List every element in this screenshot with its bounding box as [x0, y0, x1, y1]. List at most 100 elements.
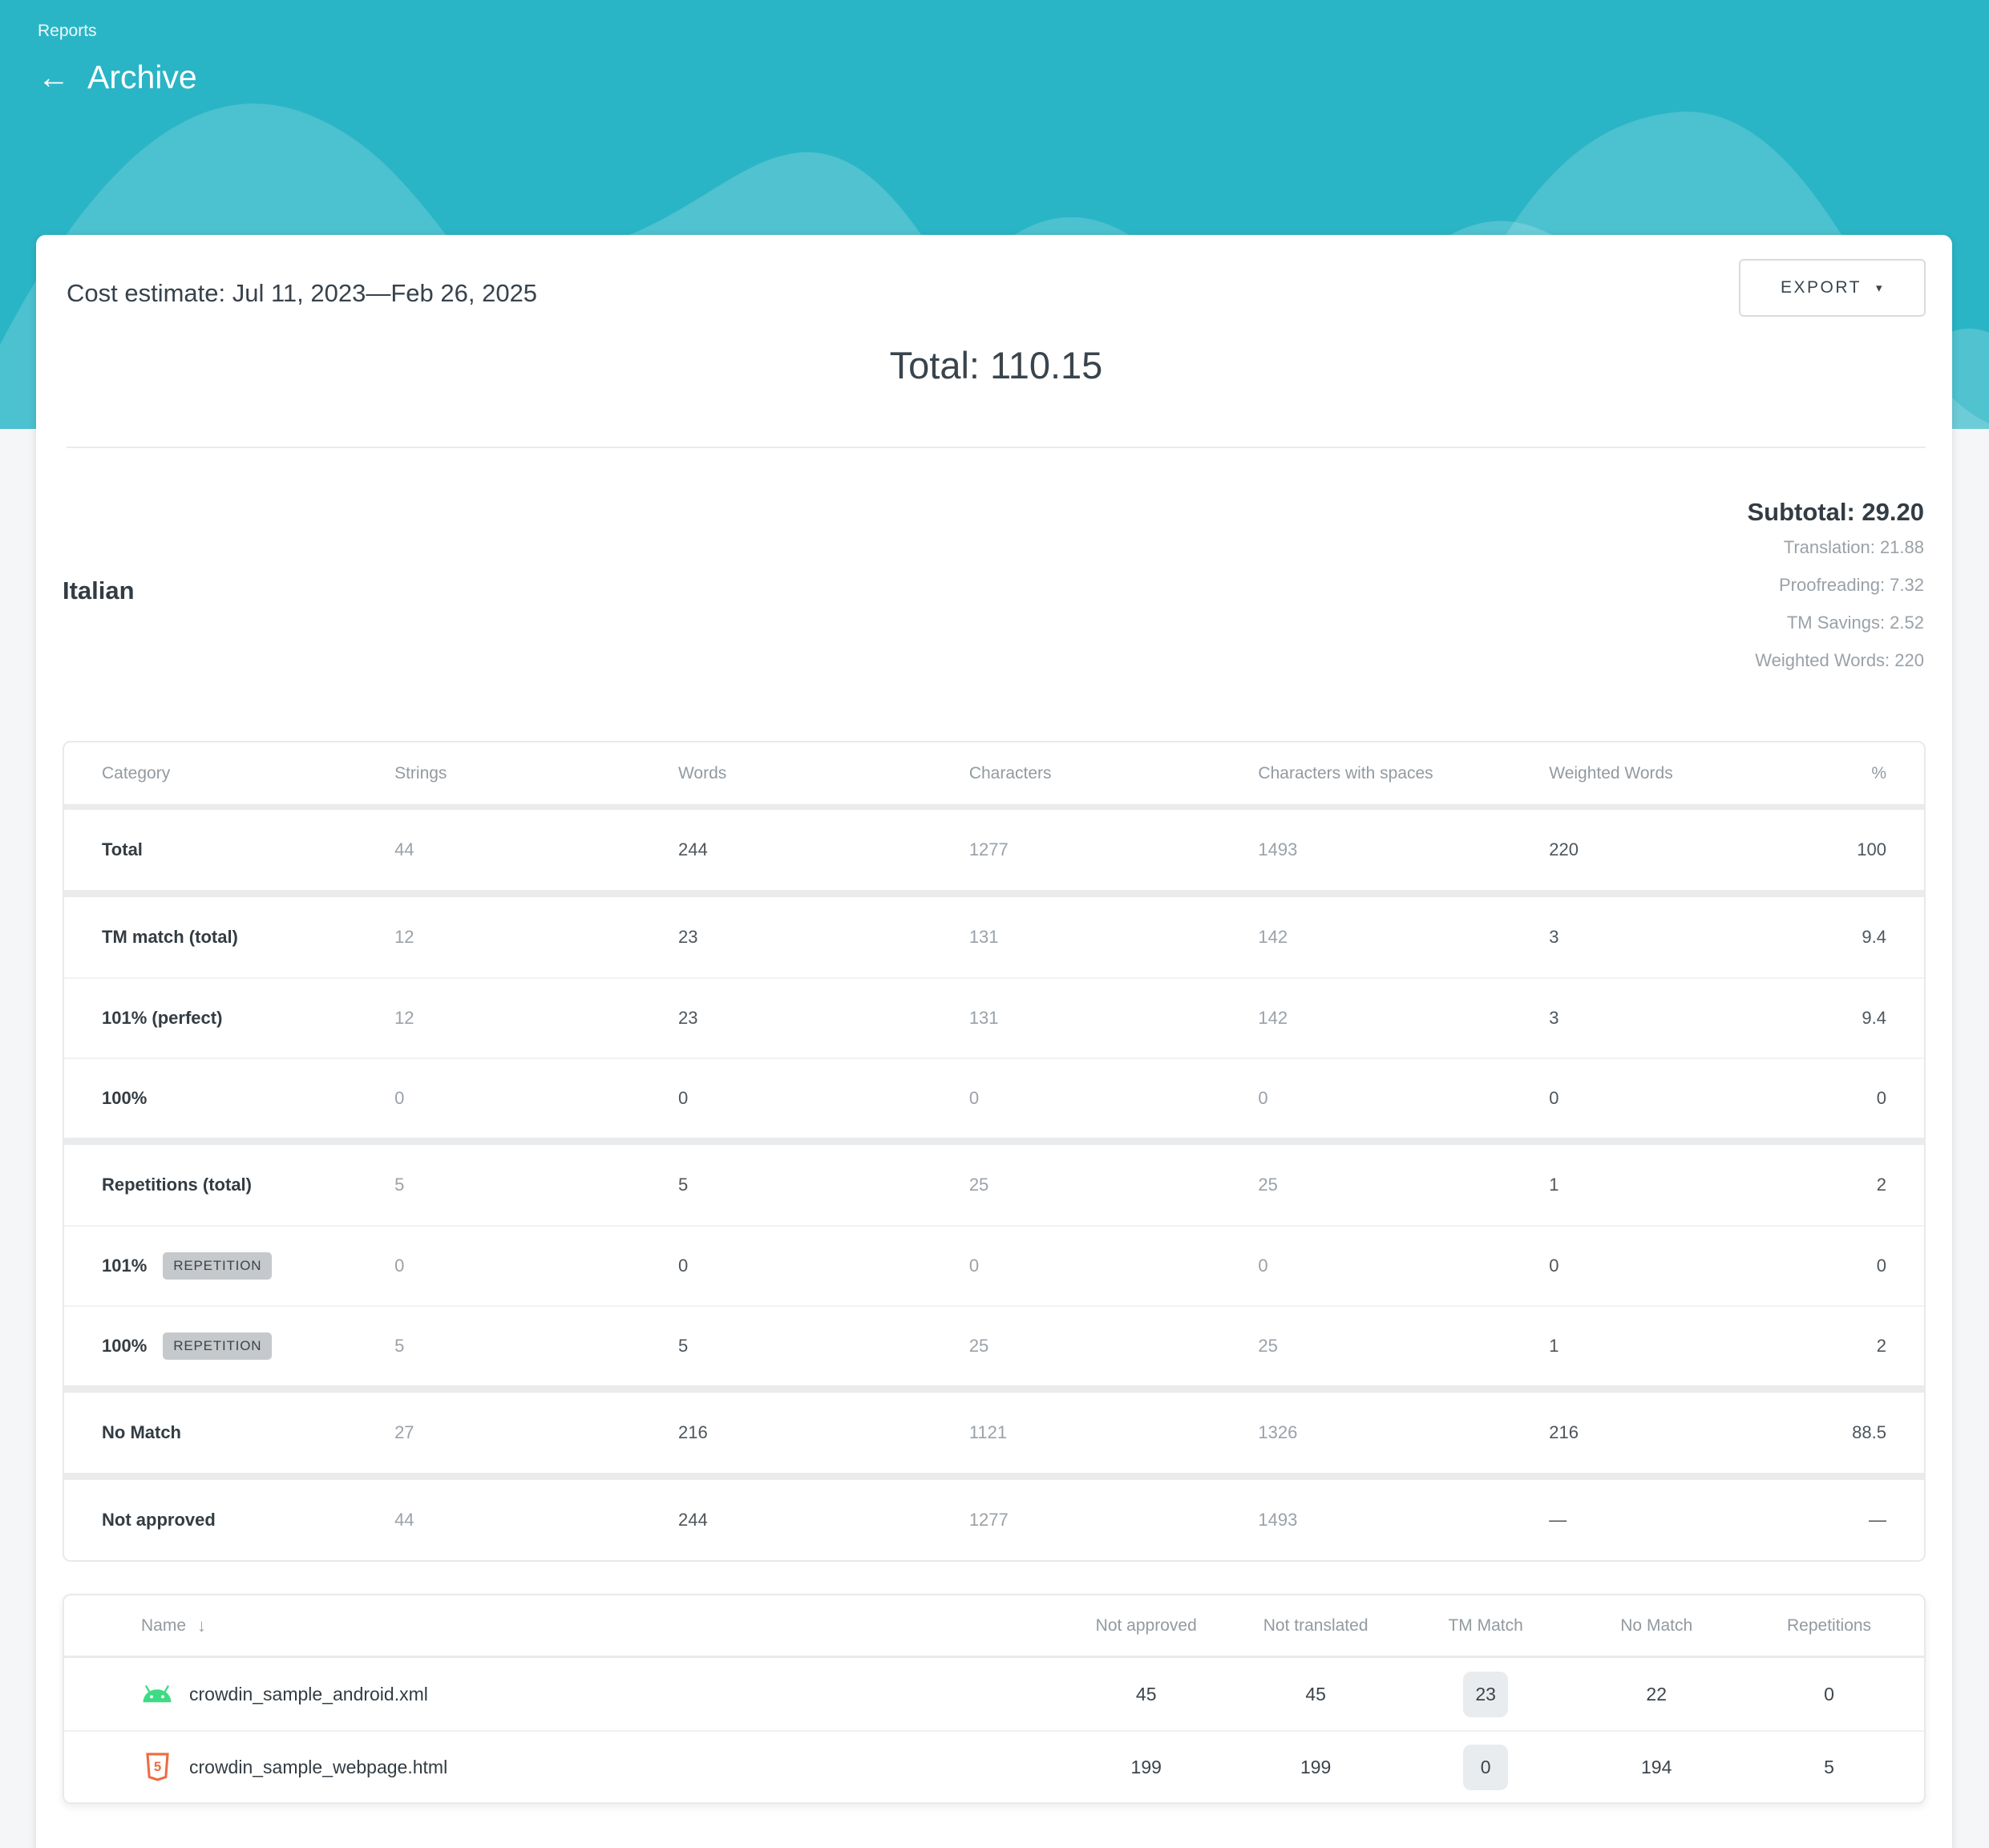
file-row: 5 crowdin_sample_webpage.html 199 199 0 194 5: [64, 1730, 1924, 1802]
language-name: Italian: [63, 576, 135, 605]
cost-value: 1: [1549, 1175, 1559, 1195]
cost-table-column-header: Characters with spaces: [1258, 763, 1433, 782]
file-stat-value: 23: [1401, 1671, 1571, 1717]
cost-value: 23: [677, 1008, 698, 1028]
cost-value: 1326: [1258, 1422, 1298, 1442]
chevron-down-icon: ▾: [1875, 281, 1884, 295]
export-button-label: EXPORT: [1781, 278, 1862, 297]
cost-value: 3: [1549, 1008, 1559, 1028]
cost-value: 100: [1857, 839, 1886, 859]
category-label: Repetitions (total): [102, 1175, 252, 1195]
cost-value: 25: [968, 1175, 989, 1195]
name-header-label: Name: [141, 1615, 187, 1635]
divider: [67, 447, 1926, 448]
cost-value: 0: [677, 1256, 689, 1276]
cost-value: 0: [1549, 1088, 1559, 1108]
cost-table-column-header: Weighted Words: [1549, 763, 1673, 782]
report-card: Cost estimate: Jul 11, 2023—Feb 26, 2025…: [36, 235, 1952, 1848]
html-file-icon: 5: [141, 1752, 173, 1782]
category-label: 100%: [102, 1336, 148, 1356]
cost-value: 0: [1876, 1088, 1886, 1108]
repetition-badge: REPETITION: [163, 1252, 273, 1280]
cost-value: 27: [394, 1422, 414, 1442]
cost-table-row: 100% 0 0 0 0 0 0: [64, 1057, 1924, 1138]
cost-value: 88.5: [1852, 1422, 1886, 1442]
files-column-header: Not approved: [1095, 1615, 1197, 1635]
cost-table-row: Repetitions (total) 5 5 25 25 1 2: [64, 1145, 1924, 1225]
cost-table-row: Not approved 44 244 1277 1493 — —: [64, 1480, 1924, 1560]
cost-value: 0: [1549, 1256, 1559, 1276]
cost-value: 1121: [968, 1422, 1008, 1442]
translation-detail: Translation: 21.88: [1783, 537, 1924, 557]
file-name-label: crowdin_sample_webpage.html: [189, 1756, 448, 1777]
sort-desc-icon: ↓: [197, 1615, 207, 1636]
file-stat-value: 199: [1130, 1756, 1162, 1777]
file-stat-value: 5: [1824, 1756, 1834, 1777]
cost-value: 5: [677, 1175, 689, 1195]
cost-value: 0: [677, 1088, 689, 1108]
files-column-header: Repetitions: [1786, 1615, 1872, 1635]
cost-table-row: 100% REPETITION 5 5 25 25 1 2: [64, 1305, 1924, 1385]
cost-value: 0: [968, 1256, 980, 1276]
cost-value: 12: [394, 927, 414, 947]
repetition-badge: REPETITION: [163, 1332, 273, 1360]
file-stat-value: 0: [1401, 1744, 1571, 1790]
cost-value: 216: [677, 1422, 708, 1442]
cost-table: Category Strings Words Characters Characters…: [63, 741, 1926, 1562]
category-label: Total: [102, 839, 143, 859]
cost-table-head: Category Strings Words Characters Characters…: [64, 742, 1924, 810]
export-button[interactable]: EXPORT ▾: [1739, 259, 1926, 317]
file-stat-value: 199: [1300, 1756, 1332, 1777]
cost-value: 1277: [968, 1510, 1009, 1530]
page-title: Archive: [87, 59, 197, 95]
html5-icon: 5: [145, 1752, 169, 1781]
category-label: 101%: [102, 1256, 148, 1276]
cost-value: 25: [968, 1336, 989, 1356]
file-name[interactable]: 5 crowdin_sample_webpage.html: [141, 1752, 1061, 1782]
cost-value: 5: [394, 1175, 405, 1195]
svg-text:5: 5: [153, 1759, 160, 1774]
files-column-header: No Match: [1620, 1615, 1693, 1635]
group-separator: [64, 890, 1924, 897]
file-stat-value: 22: [1646, 1683, 1667, 1704]
cost-value: 0: [1258, 1256, 1268, 1276]
cost-value: 0: [968, 1088, 980, 1108]
cost-value: 216: [1549, 1422, 1579, 1442]
cost-value: 0: [1876, 1256, 1886, 1276]
cost-value: 1493: [1258, 839, 1298, 859]
cost-value: 2: [1876, 1175, 1886, 1195]
file-stat-value: 45: [1135, 1683, 1157, 1704]
cost-table-column-header: Category: [102, 763, 171, 782]
tm-savings-detail: TM Savings: 2.52: [1786, 613, 1924, 633]
group-separator: [64, 1138, 1924, 1145]
cost-value: 244: [677, 1510, 708, 1530]
cost-value: 142: [1258, 1008, 1288, 1028]
files-column-header: Not translated: [1263, 1615, 1368, 1635]
category-label: 101% (perfect): [102, 1008, 223, 1028]
files-table: Name ↓ Not approved Not translated TM Match N…: [63, 1594, 1926, 1804]
group-separator: [64, 1473, 1924, 1480]
breadcrumb[interactable]: Reports: [38, 22, 97, 40]
cost-value: 0: [394, 1256, 405, 1276]
subtotal-value: Subtotal: 29.20: [1747, 498, 1925, 526]
cost-value: 220: [1549, 839, 1579, 859]
cost-value: —: [1869, 1510, 1886, 1530]
cost-value: 131: [968, 1008, 999, 1028]
cost-value: 142: [1258, 927, 1288, 947]
cost-table-column-header: Strings: [394, 763, 447, 782]
file-name-label: crowdin_sample_android.xml: [189, 1683, 428, 1704]
files-column-header-name[interactable]: Name ↓: [141, 1615, 1061, 1636]
back-arrow-icon[interactable]: ←: [38, 59, 70, 95]
cost-value: —: [1549, 1510, 1567, 1530]
report-total: Total: 110.15: [889, 344, 1103, 386]
cost-value: 44: [394, 839, 414, 859]
cost-value: 12: [394, 1008, 414, 1028]
file-stat-value: 194: [1641, 1756, 1672, 1777]
file-name[interactable]: crowdin_sample_android.xml: [141, 1684, 1061, 1705]
cost-value: 131: [968, 927, 999, 947]
category-label: TM match (total): [102, 927, 238, 947]
cost-value: 244: [677, 839, 708, 859]
cost-value: 23: [677, 927, 698, 947]
cost-value: 5: [394, 1336, 405, 1356]
category-label: No Match: [102, 1422, 181, 1442]
